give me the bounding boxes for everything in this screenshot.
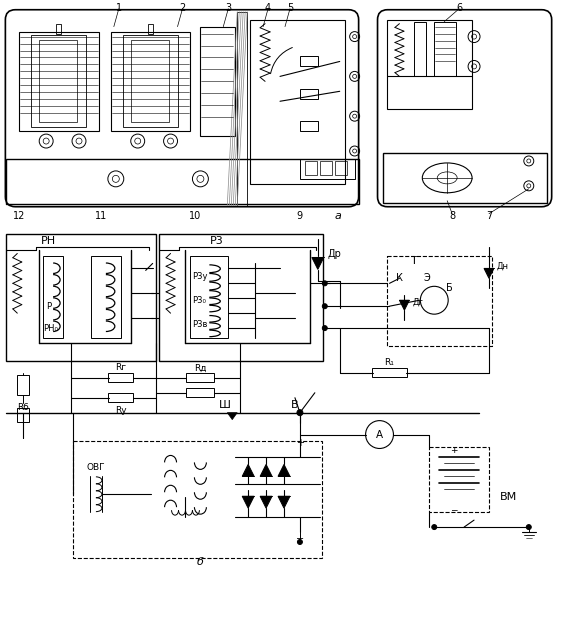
Text: 2: 2: [179, 2, 186, 13]
Bar: [335, 161, 347, 175]
Bar: [200, 27, 235, 136]
Circle shape: [432, 524, 437, 530]
Bar: [372, 368, 407, 378]
Text: а: а: [335, 210, 341, 220]
Text: б: б: [197, 557, 204, 567]
Text: А: А: [376, 430, 383, 439]
Text: Т: Т: [411, 256, 418, 266]
Text: Дг: Дг: [413, 298, 423, 307]
Text: +: +: [451, 446, 458, 455]
Bar: [148, 24, 153, 33]
Bar: [131, 40, 169, 122]
Bar: [186, 373, 215, 383]
Text: −: −: [296, 534, 304, 544]
Text: Б: Б: [446, 284, 453, 293]
Bar: [383, 153, 547, 203]
Bar: [414, 22, 426, 76]
Circle shape: [297, 540, 302, 545]
Bar: [237, 12, 247, 206]
Bar: [186, 388, 215, 397]
Text: Ш: Ш: [220, 400, 231, 410]
Text: К: К: [396, 274, 403, 284]
Bar: [320, 161, 332, 175]
Circle shape: [322, 326, 327, 331]
Text: РН₀: РН₀: [43, 324, 58, 332]
Text: 1: 1: [116, 2, 122, 13]
Text: Р3: Р3: [211, 236, 224, 246]
Text: 5: 5: [287, 2, 293, 13]
Text: −: −: [451, 506, 458, 514]
Bar: [305, 161, 317, 175]
Bar: [18, 408, 29, 422]
Bar: [300, 89, 318, 99]
Polygon shape: [484, 269, 494, 279]
Bar: [18, 375, 29, 395]
Text: Др: Др: [328, 249, 342, 259]
Bar: [388, 20, 472, 109]
Text: Р3₀: Р3₀: [192, 296, 207, 305]
Bar: [31, 35, 86, 127]
Text: Rд: Rд: [194, 363, 207, 373]
Circle shape: [297, 410, 303, 415]
Circle shape: [322, 281, 327, 286]
Polygon shape: [312, 258, 324, 269]
Text: 11: 11: [95, 210, 107, 220]
Bar: [6, 233, 156, 361]
Text: 6: 6: [456, 2, 462, 13]
Text: 7: 7: [486, 210, 492, 220]
Bar: [190, 256, 228, 338]
Circle shape: [322, 304, 327, 309]
Polygon shape: [400, 300, 409, 310]
Text: 9: 9: [297, 210, 303, 220]
Bar: [250, 20, 345, 184]
Bar: [6, 159, 359, 204]
Text: ВМ: ВМ: [500, 492, 517, 502]
Text: +: +: [296, 438, 304, 448]
Bar: [388, 256, 492, 346]
Text: Rб: Rб: [18, 403, 29, 412]
Bar: [158, 233, 323, 361]
Bar: [91, 256, 121, 338]
Bar: [39, 40, 77, 122]
Text: 10: 10: [189, 210, 201, 220]
Text: 12: 12: [13, 210, 25, 220]
Bar: [429, 448, 489, 512]
Text: Rу: Rу: [115, 406, 127, 415]
Text: РН: РН: [41, 236, 57, 246]
Polygon shape: [260, 464, 272, 477]
Bar: [73, 441, 322, 558]
Bar: [111, 32, 190, 131]
Polygon shape: [228, 413, 237, 420]
Polygon shape: [278, 496, 290, 508]
Bar: [43, 256, 63, 338]
Text: 4: 4: [265, 2, 271, 13]
Text: 3: 3: [225, 2, 231, 13]
Text: Р3в: Р3в: [192, 319, 208, 329]
Text: Э: Э: [424, 274, 431, 284]
Text: 8: 8: [449, 210, 455, 220]
Circle shape: [526, 524, 531, 530]
Bar: [300, 121, 318, 131]
Bar: [56, 24, 61, 33]
Bar: [108, 393, 133, 402]
Bar: [19, 32, 99, 131]
Text: Р: Р: [46, 301, 52, 311]
Bar: [108, 373, 133, 383]
Polygon shape: [260, 496, 272, 508]
Polygon shape: [278, 464, 290, 477]
Bar: [123, 35, 178, 127]
Bar: [300, 159, 355, 179]
Text: ОВГ: ОВГ: [87, 463, 105, 472]
Text: В: В: [291, 400, 299, 410]
Text: Rг: Rг: [115, 363, 126, 373]
Text: Р3у: Р3у: [192, 272, 208, 281]
Text: R₁: R₁: [384, 358, 395, 368]
Bar: [434, 22, 456, 76]
Bar: [300, 56, 318, 66]
Polygon shape: [242, 464, 254, 477]
Text: Дн: Дн: [497, 262, 509, 271]
Polygon shape: [242, 496, 254, 508]
